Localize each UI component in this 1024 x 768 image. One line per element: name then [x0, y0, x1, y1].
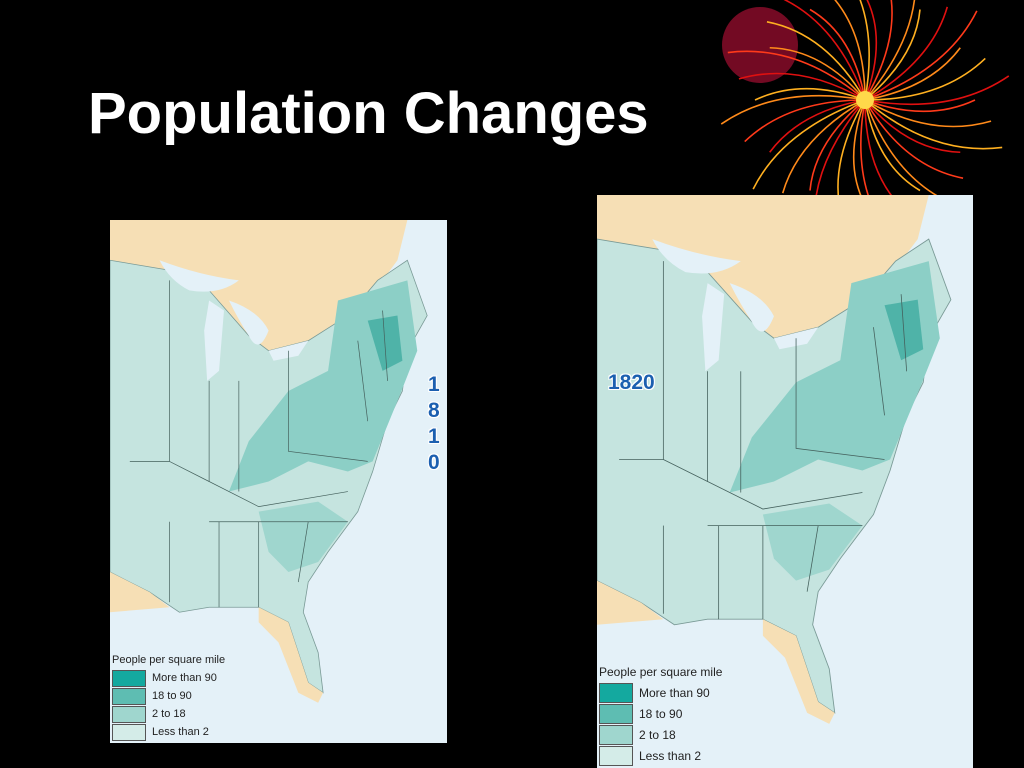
legend-item: Less than 2 [599, 745, 722, 766]
map-1820: People per square mile More than 90 18 t… [597, 195, 973, 768]
firework-ray [864, 0, 916, 101]
slide-title: Population Changes [88, 81, 649, 146]
legend-item: More than 90 [112, 669, 225, 687]
map-1810: People per square mile More than 90 18 t… [110, 220, 447, 743]
firework-ray [864, 99, 961, 154]
firework-ray [864, 9, 921, 101]
legend-title: People per square mile [112, 654, 226, 666]
firework-ray [864, 47, 961, 101]
firework-ray [769, 46, 866, 101]
legend-label: 18 to 90 [152, 690, 192, 702]
firework-ray [738, 72, 866, 101]
firework-ray [769, 99, 866, 153]
legend: People per square mile More than 90 18 t… [599, 665, 722, 766]
firework-ray [864, 99, 976, 113]
legend-label: 2 to 18 [639, 727, 676, 742]
legend-item: 18 to 90 [599, 703, 722, 724]
firework-ray [809, 8, 866, 101]
firework-ray [834, 0, 866, 101]
firework-ray [864, 99, 921, 192]
firework-ray [754, 87, 866, 101]
firework-ray [864, 99, 1003, 150]
firework-ray [752, 99, 866, 190]
legend: People per square mile More than 90 18 t… [112, 654, 225, 741]
legend-item: More than 90 [599, 682, 722, 703]
firework-ray [859, 0, 870, 101]
firework-ray [864, 6, 949, 101]
firework-ray [781, 99, 866, 194]
legend-item: 2 to 18 [112, 705, 225, 723]
firework-ray [809, 99, 866, 191]
firework-ray [864, 10, 978, 101]
legend-item: 18 to 90 [112, 687, 225, 705]
year-label: 1810 [428, 373, 440, 474]
legend-item: Less than 2 [112, 723, 225, 741]
firework-ray [864, 75, 1010, 106]
firework-ray [864, 0, 893, 101]
legend-item: 2 to 18 [599, 724, 722, 745]
firework-ray [864, 57, 986, 101]
legend-label: More than 90 [152, 672, 217, 684]
firework-ray [727, 50, 866, 101]
legend-label: 2 to 18 [152, 708, 186, 720]
year-label: 1820 [608, 371, 655, 394]
legend-label: More than 90 [639, 685, 710, 700]
firework-ray [783, 0, 866, 101]
firework-ray [766, 21, 866, 101]
firework-ray [864, 99, 964, 179]
firework-ray [864, 99, 992, 128]
legend-label: 18 to 90 [639, 706, 683, 721]
firework-ray [864, 0, 878, 101]
legend-label: Less than 2 [152, 726, 209, 738]
legend-label: Less than 2 [639, 748, 702, 763]
firework-ray [744, 99, 866, 143]
legend-title: People per square mile [599, 665, 723, 679]
firework-ray [720, 94, 866, 125]
